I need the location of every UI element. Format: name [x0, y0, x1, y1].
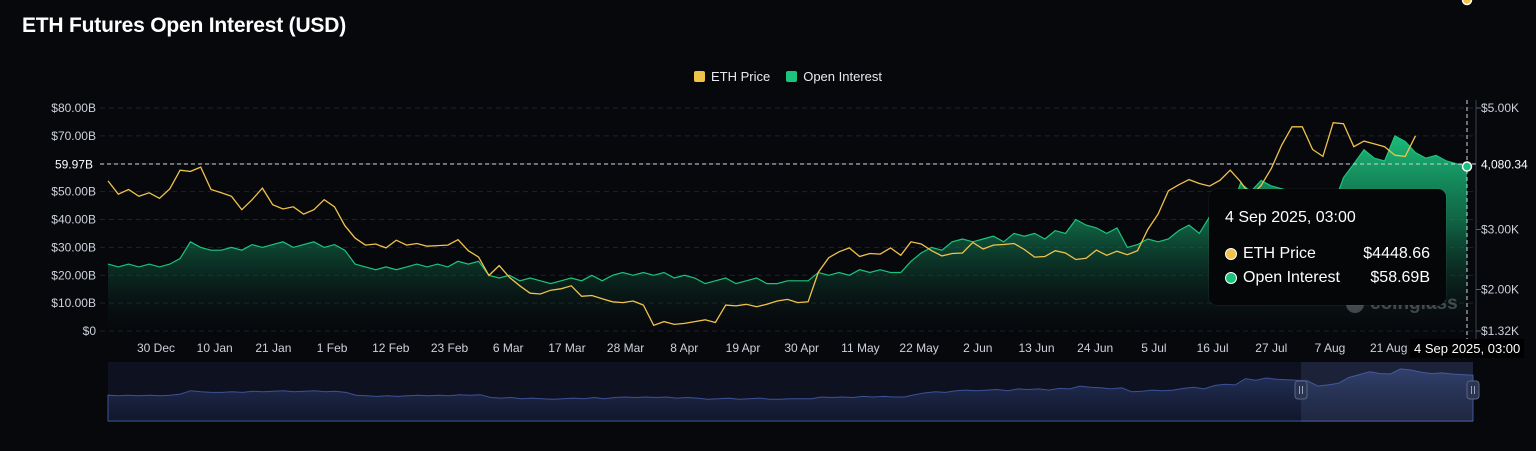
- tooltip-price-value: $4448.66: [1363, 245, 1430, 262]
- eth-price-line: [107, 122, 1417, 327]
- left-tick-label: $70.00B: [51, 129, 96, 143]
- tooltip-price-dot-icon: [1225, 248, 1237, 260]
- x-tick-label: 2 Jun: [963, 341, 992, 355]
- left-axis: $0 $10.00B $20.00B $30.00B $40.00B $50.00B $70…: [51, 101, 96, 338]
- x-tick-label: 10 Jan: [197, 341, 233, 355]
- x-tick-label: 28 Mar: [607, 341, 644, 355]
- navigator-selection[interactable]: [1301, 362, 1473, 422]
- navigator-handle-right[interactable]: [1466, 380, 1480, 400]
- x-tick-label: 30 Apr: [784, 341, 819, 355]
- x-tick-label: 5 Jul: [1141, 341, 1166, 355]
- x-tick-label: 11 May: [841, 341, 879, 355]
- open-interest-marker: [1461, 161, 1473, 172]
- legend-item-eth-price[interactable]: ETH Price: [693, 69, 771, 84]
- x-tick-label: 27 Jul: [1255, 341, 1287, 355]
- crosshair-right-label: 4,080.34: [1481, 158, 1528, 172]
- crosshair-left-label-bg: [44, 156, 98, 172]
- x-tick-label: 24 Jun: [1077, 341, 1113, 355]
- navigator-area: [107, 368, 1474, 422]
- legend-swatch-open-interest: [786, 71, 798, 82]
- x-tick-label: 19 Apr: [726, 341, 761, 355]
- eth-price-marker: [1461, 0, 1473, 6]
- x-tick-label: 6 Mar: [493, 341, 524, 355]
- tooltip-row-oi: Open Interest $58.69B: [1225, 269, 1430, 287]
- x-tick-label: 17 Mar: [548, 341, 585, 355]
- tooltip-time: 4 Sep 2025, 03:00: [1225, 209, 1356, 226]
- left-tick-label: $10.00B: [51, 296, 96, 310]
- tooltip: 4 Sep 2025, 03:00 ETH Price $4448.66 Ope…: [1209, 189, 1446, 305]
- x-tick-label: 12 Feb: [372, 341, 410, 355]
- navigator-handle-left[interactable]: [1294, 380, 1308, 400]
- x-tick-label: 13 Jun: [1018, 341, 1054, 355]
- left-tick-label: $20.00B: [51, 268, 96, 282]
- x-axis: 30 Dec 10 Jan 21 Jan 1 Feb 12 Feb 23 Feb 6 Mar…: [137, 341, 1407, 355]
- tooltip-oi-value: $58.69B: [1370, 269, 1430, 286]
- right-tick-label: $2.00K: [1481, 283, 1519, 297]
- x-tick-label: 23 Feb: [431, 341, 469, 355]
- legend-label-eth-price: ETH Price: [710, 69, 771, 84]
- x-tick-label: 8 Apr: [670, 341, 698, 355]
- legend-item-open-interest[interactable]: Open Interest: [786, 69, 882, 84]
- crosshair-date-label: 4 Sep 2025, 03:00: [1410, 339, 1525, 358]
- crosshair-left-label: 59.97B: [55, 158, 93, 172]
- x-tick-label: 1 Feb: [317, 341, 348, 355]
- legend-label-open-interest: Open Interest: [803, 69, 882, 84]
- x-tick-label: 22 May: [899, 341, 938, 355]
- open-interest-area: [108, 135, 1467, 331]
- left-tick-label: $50.00B: [51, 185, 96, 199]
- left-tick-label: $30.00B: [51, 240, 96, 254]
- tooltip-oi-label: Open Interest: [1243, 269, 1340, 286]
- open-interest-line: [107, 135, 1468, 285]
- left-tick-label: $40.00B: [51, 213, 96, 227]
- x-tick-label: 21 Aug: [1370, 341, 1407, 355]
- right-tick-label: $1.32K: [1481, 324, 1519, 338]
- tooltip-row-price: ETH Price $4448.66: [1225, 245, 1430, 263]
- right-axis: $1.32K $2.00K $3.00K $5.00K: [1475, 100, 1519, 340]
- legend-swatch-eth-price: [693, 71, 705, 82]
- right-tick-label: $3.00K: [1481, 223, 1519, 237]
- chart-title: ETH Futures Open Interest (USD): [22, 14, 346, 37]
- right-tick-label: $5.00K: [1481, 101, 1519, 115]
- navigator[interactable]: [107, 362, 1480, 422]
- x-tick-label: 30 Dec: [137, 341, 175, 355]
- legend: ETH Price Open Interest: [0, 69, 1536, 84]
- left-tick-label: $0: [83, 324, 97, 338]
- x-tick-label: 7 Aug: [1315, 341, 1346, 355]
- left-tick-label: $80.00B: [51, 101, 96, 115]
- x-tick-label: 21 Jan: [255, 341, 291, 355]
- tooltip-price-label: ETH Price: [1243, 245, 1316, 262]
- x-tick-label: 16 Jul: [1197, 341, 1229, 355]
- tooltip-oi-dot-icon: [1225, 272, 1237, 284]
